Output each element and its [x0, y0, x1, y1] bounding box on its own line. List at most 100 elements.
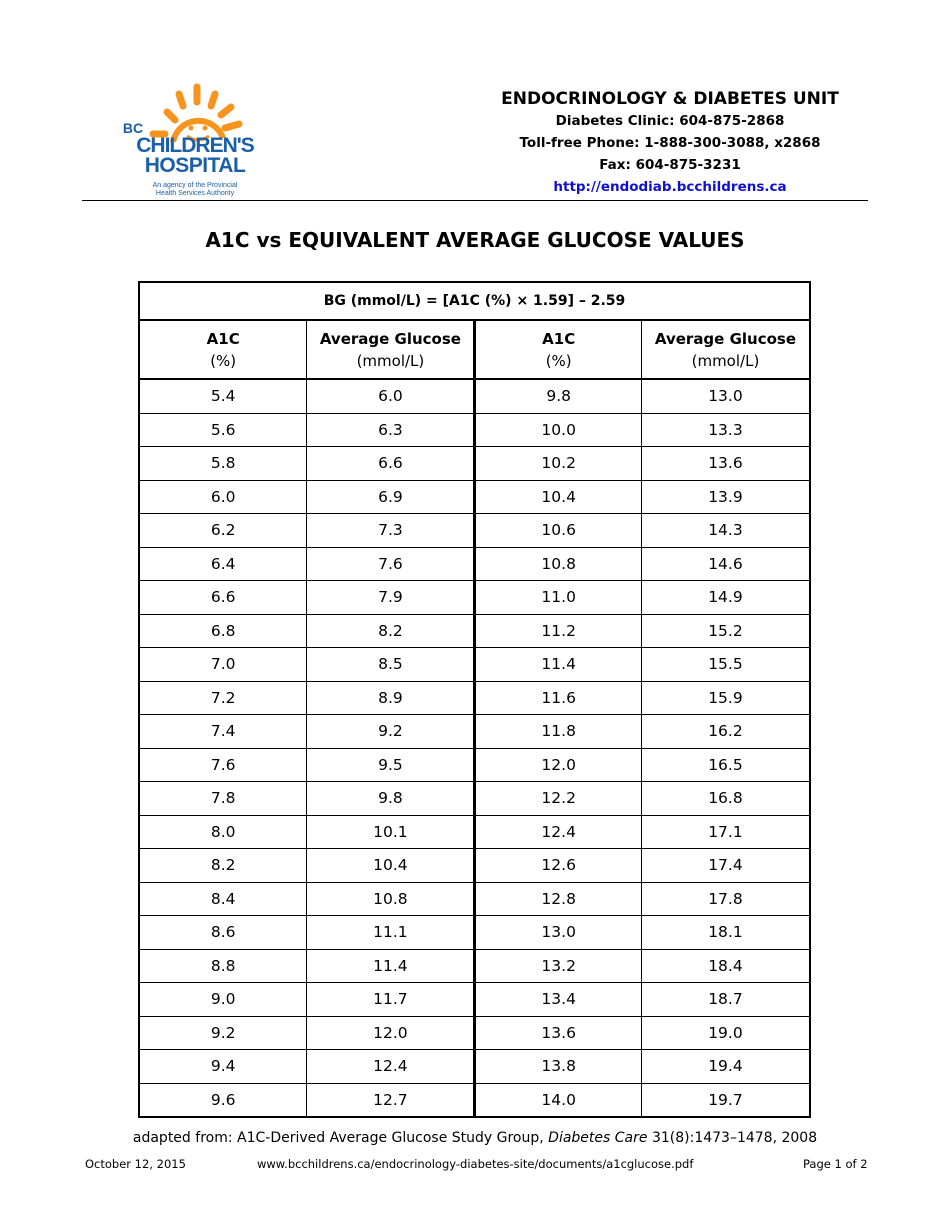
- table-row: 9.2 12.0 13.6 19.0: [138, 1015, 811, 1050]
- a1c-cell: 8.4: [138, 881, 308, 916]
- formula-row: BG (mmol/L) = [A1C (%) × 1.59] – 2.59: [138, 281, 811, 321]
- citation-journal: Diabetes Care: [548, 1130, 648, 1146]
- a1c-glucose-table: BG (mmol/L) = [A1C (%) × 1.59] – 2.59 A1…: [138, 281, 811, 1118]
- glucose-cell: 9.8: [306, 781, 477, 816]
- glucose-cell: 13.3: [640, 412, 811, 447]
- glucose-cell: 11.4: [306, 948, 477, 983]
- table-row: 7.0 8.5 11.4 15.5: [138, 647, 811, 682]
- table-row: 5.8 6.6 10.2 13.6: [138, 446, 811, 481]
- a1c-cell: 7.2: [138, 680, 308, 715]
- a1c-cell: 13.2: [474, 948, 642, 983]
- a1c-cell: 13.8: [474, 1049, 642, 1084]
- a1c-cell: 11.6: [474, 680, 642, 715]
- glucose-cell: 18.1: [640, 915, 811, 950]
- glucose-cell: 15.2: [640, 613, 811, 648]
- table-row: 6.0 6.9 10.4 13.9: [138, 479, 811, 514]
- a1c-cell: 11.2: [474, 613, 642, 648]
- glucose-cell: 18.7: [640, 982, 811, 1017]
- glucose-cell: 12.4: [306, 1049, 477, 1084]
- glucose-cell: 16.5: [640, 747, 811, 782]
- glucose-cell: 16.2: [640, 714, 811, 749]
- citation-suffix: 31(8):1473–1478, 2008: [647, 1130, 818, 1146]
- a1c-cell: 7.0: [138, 647, 308, 682]
- glucose-cell: 17.8: [640, 881, 811, 916]
- a1c-cell: 7.6: [138, 747, 308, 782]
- glucose-cell: 19.7: [640, 1082, 811, 1118]
- table-row: 6.6 7.9 11.0 14.9: [138, 580, 811, 615]
- col-header-glucose: Average Glucose (mmol/L): [306, 319, 477, 380]
- glucose-cell: 6.9: [306, 479, 477, 514]
- a1c-cell: 8.8: [138, 948, 308, 983]
- unit-name: ENDOCRINOLOGY & DIABETES UNIT: [501, 89, 839, 109]
- a1c-cell: 8.6: [138, 915, 308, 950]
- header-label: A1C: [206, 329, 240, 348]
- header-label: Average Glucose: [654, 329, 796, 348]
- a1c-cell: 9.0: [138, 982, 308, 1017]
- fax: Fax: 604-875-3231: [599, 157, 741, 173]
- a1c-cell: 10.4: [474, 479, 642, 514]
- glucose-cell: 6.0: [306, 378, 477, 414]
- table-row: 7.4 9.2 11.8 16.2: [138, 714, 811, 749]
- glucose-cell: 6.6: [306, 446, 477, 481]
- glucose-cell: 10.4: [306, 848, 477, 883]
- website-link[interactable]: http://endodiab.bcchildrens.ca: [553, 179, 787, 195]
- header-label: Average Glucose: [319, 329, 461, 348]
- footer-page: Page 1 of 2: [803, 1157, 868, 1171]
- a1c-cell: 9.6: [138, 1082, 308, 1118]
- glucose-cell: 7.3: [306, 513, 477, 548]
- bc-childrens-hospital-logo: BC CHILDREN'S HOSPITAL An agency of the …: [123, 82, 265, 202]
- citation: adapted from: A1C-Derived Average Glucos…: [0, 1130, 950, 1146]
- sun-icon: [149, 83, 243, 142]
- glucose-cell: 7.9: [306, 580, 477, 615]
- glucose-cell: 6.3: [306, 412, 477, 447]
- table-row: 7.8 9.8 12.2 16.8: [138, 781, 811, 816]
- table-row: 6.2 7.3 10.6 14.3: [138, 513, 811, 548]
- header-row: A1C (%) Average Glucose (mmol/L) A1C (%) Av…: [138, 319, 811, 380]
- a1c-cell: 13.0: [474, 915, 642, 950]
- a1c-cell: 10.0: [474, 412, 642, 447]
- glucose-cell: 16.8: [640, 781, 811, 816]
- table-row: 8.8 11.4 13.2 18.4: [138, 948, 811, 983]
- logo-tagline-1: An agency of the Provincial: [152, 182, 238, 189]
- header-unit: (mmol/L): [356, 351, 425, 370]
- a1c-cell: 12.6: [474, 848, 642, 883]
- glucose-cell: 11.1: [306, 915, 477, 950]
- logo-childrens: CHILDREN'S: [136, 134, 255, 157]
- glucose-cell: 14.6: [640, 546, 811, 581]
- a1c-cell: 7.8: [138, 781, 308, 816]
- a1c-cell: 5.8: [138, 446, 308, 481]
- glucose-cell: 19.0: [640, 1015, 811, 1050]
- glucose-cell: 11.7: [306, 982, 477, 1017]
- col-header-glucose: Average Glucose (mmol/L): [640, 319, 811, 380]
- glucose-cell: 8.5: [306, 647, 477, 682]
- table-row: 8.4 10.8 12.8 17.8: [138, 881, 811, 916]
- a1c-cell: 10.8: [474, 546, 642, 581]
- table-row: 9.0 11.7 13.4 18.7: [138, 982, 811, 1017]
- table-row: 9.4 12.4 13.8 19.4: [138, 1049, 811, 1084]
- glucose-cell: 17.4: [640, 848, 811, 883]
- page-title: A1C vs EQUIVALENT AVERAGE GLUCOSE VALUES: [205, 228, 745, 252]
- glucose-cell: 13.0: [640, 378, 811, 414]
- header-unit: (%): [545, 351, 572, 370]
- table-row: 8.6 11.1 13.0 18.1: [138, 915, 811, 950]
- a1c-cell: 13.6: [474, 1015, 642, 1050]
- glucose-cell: 13.6: [640, 446, 811, 481]
- a1c-cell: 12.2: [474, 781, 642, 816]
- table-row: 6.8 8.2 11.2 15.2: [138, 613, 811, 648]
- formula: BG (mmol/L) = [A1C (%) × 1.59] – 2.59: [138, 281, 811, 321]
- a1c-cell: 8.0: [138, 814, 308, 849]
- table-row: 9.6 12.7 14.0 19.7: [138, 1082, 811, 1118]
- a1c-cell: 5.4: [138, 378, 308, 414]
- glucose-cell: 12.0: [306, 1015, 477, 1050]
- glucose-cell: 10.8: [306, 881, 477, 916]
- glucose-cell: 15.5: [640, 647, 811, 682]
- clinic-phone: Diabetes Clinic: 604-875-2868: [555, 113, 785, 129]
- glucose-cell: 8.9: [306, 680, 477, 715]
- a1c-cell: 11.4: [474, 647, 642, 682]
- glucose-cell: 9.2: [306, 714, 477, 749]
- a1c-cell: 6.2: [138, 513, 308, 548]
- glucose-cell: 14.9: [640, 580, 811, 615]
- table-row: 5.4 6.0 9.8 13.0: [138, 378, 811, 414]
- glucose-cell: 17.1: [640, 814, 811, 849]
- a1c-cell: 10.2: [474, 446, 642, 481]
